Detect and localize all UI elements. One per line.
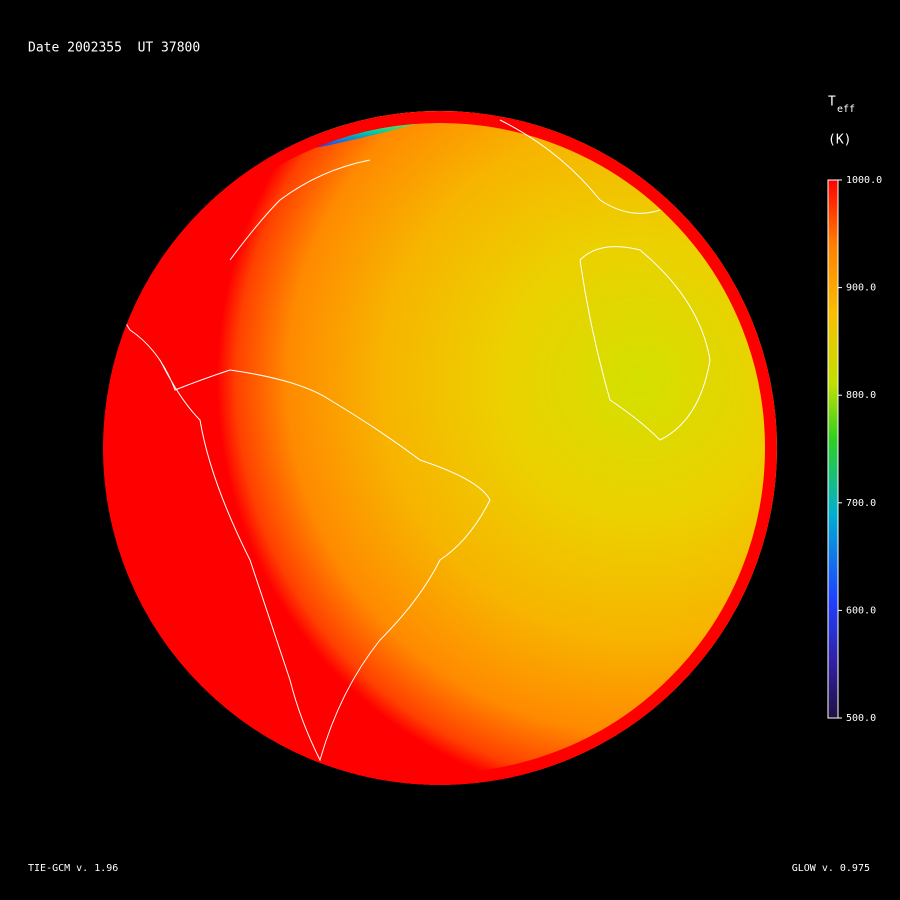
coastlines (116, 119, 711, 762)
colorbar-unit: (K) (828, 133, 851, 148)
colorbar-tick-label: 1000.0 (846, 175, 882, 186)
colorbar-symbol: T (828, 95, 836, 110)
globe (103, 111, 777, 785)
colorbar-tick-label: 900.0 (846, 283, 876, 294)
header-title: Date 2002355 UT 37800 (28, 41, 200, 56)
colorbar-tick-label: 800.0 (846, 390, 876, 401)
day-region (103, 111, 777, 785)
colorbar-subscript: eff (837, 104, 855, 115)
footer-left: TIE-GCM v. 1.96 (28, 863, 118, 874)
colorbar-tick-label: 500.0 (846, 713, 876, 724)
colorbar-tick-label: 700.0 (846, 498, 876, 509)
footer-right: GLOW v. 0.975 (792, 863, 870, 874)
colorbar-tick-label: 600.0 (846, 605, 876, 616)
colorbar (827, 179, 839, 719)
globe-surface (103, 111, 777, 785)
colorbar-ticks: 1000.0 900.0 800.0 700.0 600.0 500.0 (838, 175, 882, 724)
